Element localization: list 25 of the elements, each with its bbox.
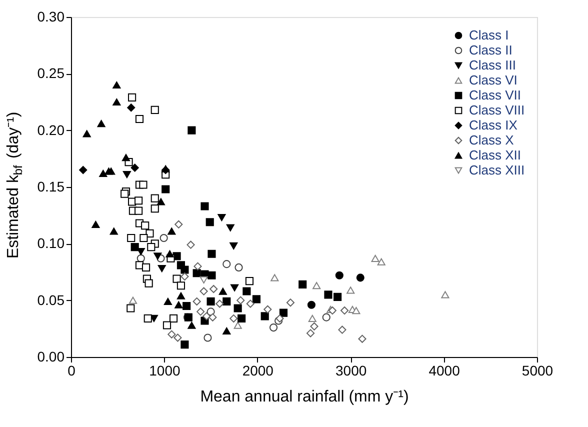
y-tick-label: 0.10 <box>37 235 65 252</box>
legend-label: Class III <box>469 58 516 72</box>
y-tick-label: 0.20 <box>37 122 65 138</box>
y-tick-label: 0.05 <box>37 292 65 308</box>
y-tick-label: 0.15 <box>37 178 65 194</box>
legend-label: Class VI <box>469 72 518 88</box>
x-tick-label: 5000 <box>522 362 554 378</box>
legend-label: Class I <box>469 28 509 42</box>
x-tick-label: 0 <box>68 362 76 378</box>
x-axis-title: Mean annual rainfall (mm y⁻¹) <box>200 388 409 406</box>
legend-label: Class VIII <box>469 102 525 118</box>
legend-label: Class X <box>469 132 514 148</box>
x-tick-label: 2000 <box>242 362 274 378</box>
y-tick-label: 0.30 <box>37 8 65 24</box>
legend-label: Class XII <box>469 148 522 162</box>
x-tick-label: 1000 <box>149 362 180 378</box>
y-tick-label: 0.00 <box>37 348 65 364</box>
legend-label: Class II <box>469 42 512 58</box>
legend-label: Class IX <box>469 118 518 132</box>
legend-label: Class VII <box>469 88 522 102</box>
legend-label: Class XIII <box>469 162 525 178</box>
x-tick-label: 3000 <box>336 362 367 378</box>
y-tick-label: 0.25 <box>37 65 65 82</box>
x-tick-label: 4000 <box>428 362 460 378</box>
y-axis-title: Estimated kbf (day⁻¹) <box>5 112 25 259</box>
